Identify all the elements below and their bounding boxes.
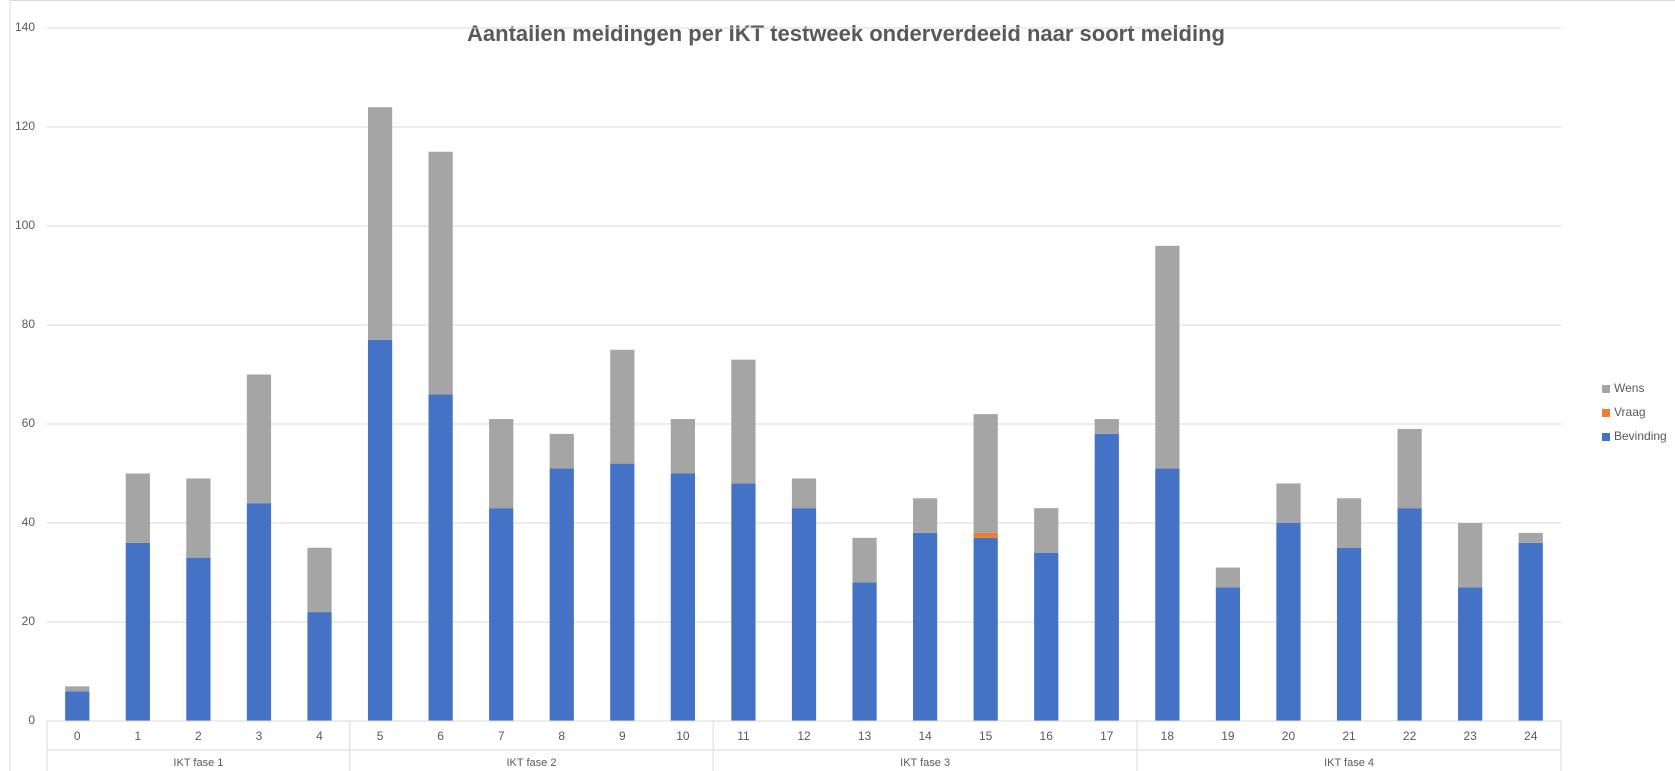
bar-segment (973, 537, 998, 721)
y-tick-label: 80 (22, 317, 36, 331)
y-tick-label: 120 (15, 119, 35, 133)
y-tick-label: 140 (15, 20, 35, 34)
bar-segment (186, 478, 211, 558)
group-label: IKT fase 2 (507, 757, 557, 769)
bar-segment (1518, 532, 1543, 543)
x-tick-label: 19 (1221, 729, 1235, 743)
bar-segment (1215, 587, 1241, 721)
y-tick-label: 60 (22, 416, 36, 430)
y-tick-label: 20 (22, 614, 36, 628)
x-tick-label: 22 (1403, 729, 1417, 743)
bar-segment (1336, 498, 1362, 548)
bar-segment (65, 691, 90, 721)
bar-segment (1094, 433, 1119, 721)
bar-segment (125, 542, 150, 721)
bar-segment (670, 419, 695, 474)
x-tick-label: 10 (676, 729, 690, 743)
bar-segment (670, 473, 695, 721)
bar-segment (852, 582, 877, 721)
bar-segment (1276, 523, 1301, 721)
bar-segment (973, 532, 998, 538)
bar-segment (1094, 419, 1119, 434)
bar-segment (1458, 523, 1483, 588)
x-tick-label: 14 (918, 729, 932, 743)
legend-swatch (1602, 433, 1610, 441)
bar-segment (246, 374, 272, 504)
x-tick-label: 24 (1524, 729, 1538, 743)
bar-segment (125, 473, 150, 543)
x-tick-label: 1 (134, 729, 141, 743)
bar-segment (489, 508, 514, 721)
chart-title: Aantallen meldingen per IKT testweek ond… (467, 21, 1225, 46)
bar-segment (1336, 547, 1362, 721)
bar-segment (428, 394, 453, 721)
bar-segment (610, 349, 635, 464)
bar-segment (549, 433, 574, 469)
bar-segment (1155, 245, 1180, 469)
bar-segment (1518, 542, 1543, 721)
x-tick-label: 21 (1342, 729, 1356, 743)
y-tick-label: 100 (15, 218, 35, 232)
bar-segment (367, 107, 393, 340)
x-tick-label: 3 (256, 729, 263, 743)
group-label: IKT fase 1 (173, 757, 223, 769)
bar-segment (1034, 508, 1059, 553)
bar-segment (489, 419, 514, 509)
y-tick-label: 0 (28, 713, 35, 727)
x-tick-label: 8 (558, 729, 565, 743)
x-tick-label: 18 (1161, 729, 1175, 743)
bar-segment (731, 359, 756, 484)
bar-segment (1155, 468, 1180, 721)
bar-segment (610, 463, 635, 721)
x-tick-label: 9 (619, 729, 626, 743)
x-tick-label: 20 (1282, 729, 1296, 743)
legend-swatch (1602, 409, 1610, 417)
bar-segment (1397, 508, 1422, 721)
bar-segment (246, 503, 272, 721)
bar-segment (913, 532, 938, 721)
bar-segment (307, 612, 332, 721)
x-tick-label: 12 (797, 729, 811, 743)
legend-label: Wens (1614, 381, 1644, 395)
bar-segment (731, 483, 756, 721)
legend-label: Vraag (1614, 405, 1646, 419)
bar-segment (852, 537, 877, 583)
x-tick-label: 17 (1100, 729, 1114, 743)
group-label: IKT fase 4 (1324, 757, 1374, 769)
bar-segment (549, 468, 574, 721)
bar-segment (367, 339, 393, 721)
bar-segment (1215, 567, 1241, 588)
group-label: IKT fase 3 (900, 757, 950, 769)
bar-segment (65, 686, 90, 692)
bar-segment (1276, 483, 1301, 523)
x-tick-label: 4 (316, 729, 323, 743)
x-tick-label: 5 (377, 729, 384, 743)
bar-segment (791, 478, 817, 509)
bar-segment (973, 414, 998, 533)
bar-segment (791, 508, 817, 721)
y-tick-label: 40 (22, 515, 36, 529)
x-tick-label: 15 (979, 729, 993, 743)
bar-segment (307, 547, 332, 613)
x-tick-label: 16 (1040, 729, 1054, 743)
bar-segment (1034, 552, 1059, 721)
bar-segment (186, 557, 211, 721)
x-tick-label: 6 (437, 729, 444, 743)
x-tick-label: 2 (195, 729, 202, 743)
x-tick-label: 11 (737, 729, 750, 743)
x-tick-label: 0 (74, 729, 81, 743)
bar-segment (913, 498, 938, 533)
bar-segment (428, 151, 453, 395)
bar-segment (1458, 587, 1483, 721)
legend-label: Bevinding (1614, 429, 1667, 443)
x-tick-label: 23 (1463, 729, 1477, 743)
legend-swatch (1602, 385, 1610, 393)
x-tick-label: 13 (858, 729, 872, 743)
bar-segment (1397, 428, 1422, 509)
x-tick-label: 7 (498, 729, 505, 743)
